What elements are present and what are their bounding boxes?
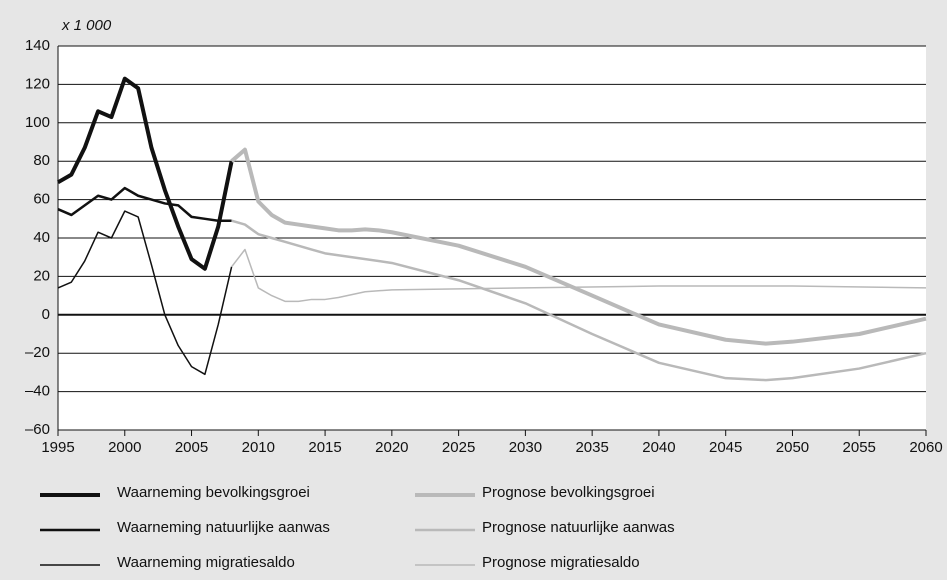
y-tick-label: 60 — [33, 191, 50, 208]
x-tick-label: 2005 — [175, 439, 208, 456]
y-tick-label: 100 — [25, 114, 50, 131]
x-tick-label: 2035 — [575, 439, 608, 456]
y-tick-label: 0 — [42, 306, 50, 323]
x-tick-label: 2000 — [108, 439, 141, 456]
x-tick-label: 2045 — [709, 439, 742, 456]
y-tick-label: –20 — [25, 344, 50, 361]
series-line — [57, 186, 232, 222]
y-tick-label: 120 — [25, 75, 50, 92]
x-tick-label: 2040 — [642, 439, 675, 456]
legend-label: Waarneming natuurlijke aanwas — [117, 519, 330, 536]
y-tick-label: 140 — [25, 37, 50, 54]
series-line — [231, 219, 927, 382]
y-tick-label: 80 — [33, 152, 50, 169]
x-tick-label: 1995 — [41, 439, 74, 456]
legend-label: Prognose natuurlijke aanwas — [482, 519, 675, 536]
legend-label: Waarneming migratiesaldo — [117, 554, 295, 571]
legend-label: Prognose migratiesaldo — [482, 554, 640, 571]
y-tick-label: 40 — [33, 229, 50, 246]
y-tick-label: –40 — [25, 383, 50, 400]
x-tick-label: 2020 — [375, 439, 408, 456]
series-line — [230, 147, 927, 346]
x-tick-label: 2050 — [776, 439, 809, 456]
x-tick-label: 2015 — [308, 439, 341, 456]
x-tick-label: 2060 — [909, 439, 942, 456]
legend-label: Prognose bevolkingsgroei — [482, 484, 655, 501]
series-line — [231, 248, 927, 303]
x-tick-label: 2025 — [442, 439, 475, 456]
y-tick-label: –60 — [25, 421, 50, 438]
series-line — [57, 210, 233, 376]
x-tick-label: 2010 — [242, 439, 275, 456]
series-line — [57, 76, 234, 271]
y-tick-label: 20 — [33, 267, 50, 284]
unit-annotation: x 1 000 — [61, 17, 112, 34]
x-tick-label: 2030 — [509, 439, 542, 456]
legend-label: Waarneming bevolkingsgroei — [117, 484, 310, 501]
x-tick-label: 2055 — [843, 439, 876, 456]
